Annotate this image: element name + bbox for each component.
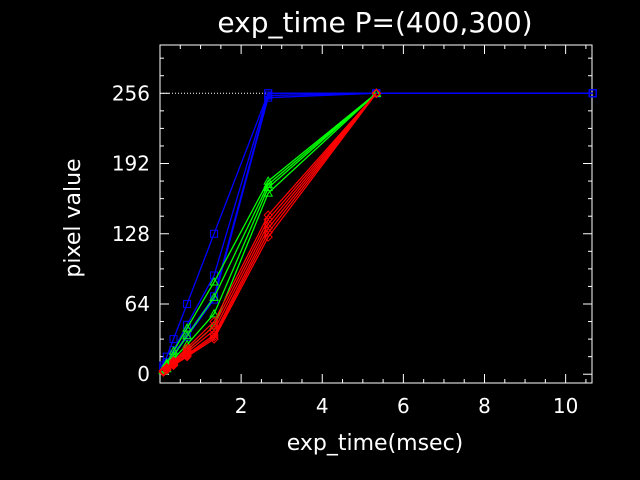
- y-tick-label: 256: [112, 81, 150, 105]
- plot-frame: [159, 44, 593, 384]
- series-layer: [158, 88, 597, 377]
- data-point: [588, 89, 597, 98]
- data-point: [263, 227, 273, 238]
- data-point: [209, 292, 219, 301]
- data-point: [264, 89, 273, 98]
- x-tick-label: 4: [316, 394, 329, 418]
- data-point: [182, 323, 192, 332]
- data-point: [168, 357, 179, 367]
- data-point: [162, 362, 172, 373]
- data-point: [168, 356, 179, 366]
- data-point: [210, 229, 219, 238]
- data-point: [371, 88, 382, 97]
- data-point: [263, 214, 273, 225]
- series-line: [162, 92, 593, 366]
- data-point: [168, 346, 179, 355]
- data-point: [263, 232, 273, 242]
- chart-title: exp_time P=(400,300): [217, 6, 532, 39]
- data-point: [209, 330, 219, 340]
- axes: 2 4 6 8 10 0 64 128 192 256: [112, 44, 593, 418]
- x-axis-label: exp_time(msec): [287, 431, 464, 456]
- data-point: [183, 299, 192, 308]
- y-tick-label: 192: [112, 152, 150, 176]
- y-tick-label: 0: [137, 362, 150, 386]
- data-point: [169, 335, 178, 344]
- series-line: [162, 92, 377, 372]
- data-point: [263, 219, 273, 229]
- y-axis-label: pixel value: [61, 158, 86, 277]
- x-tick-label: 10: [553, 394, 578, 418]
- data-point: [182, 343, 192, 353]
- y-tick-label: 64: [125, 292, 150, 316]
- y-tick-label: 128: [112, 222, 150, 246]
- x-tick-label: 2: [235, 394, 248, 418]
- data-point: [263, 176, 274, 185]
- data-point: [182, 330, 192, 340]
- x-tick-label: 6: [397, 394, 410, 418]
- x-tick-label: 8: [478, 394, 491, 418]
- data-point: [263, 223, 273, 233]
- data-point: [158, 366, 169, 376]
- data-point: [263, 210, 273, 220]
- data-point: [371, 88, 382, 98]
- data-point: [209, 316, 219, 327]
- data-point: [209, 277, 219, 286]
